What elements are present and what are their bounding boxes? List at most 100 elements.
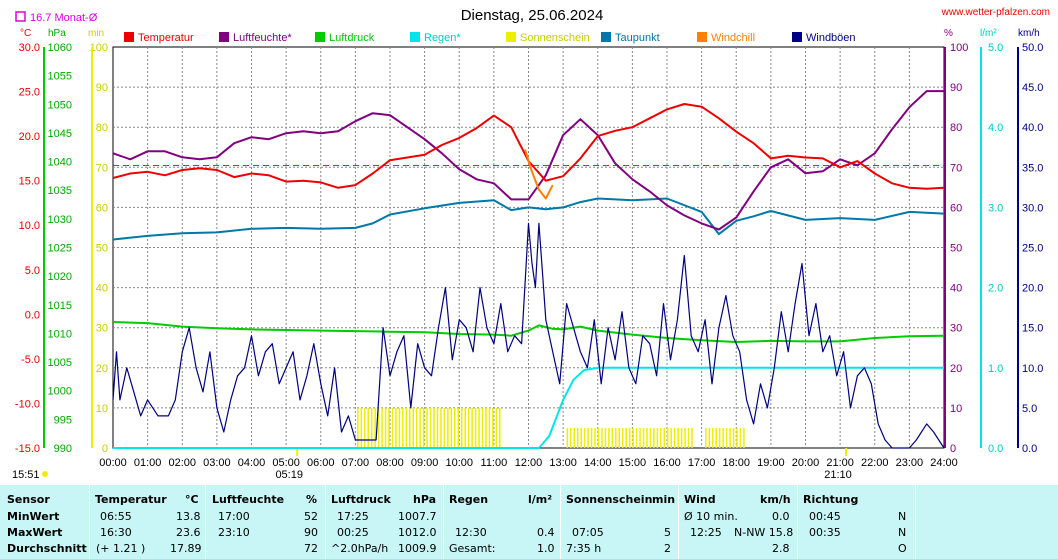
sunshine-bar <box>447 407 449 448</box>
sun-tick-label: 50 <box>96 243 108 255</box>
humidity-tick-label: 80 <box>950 122 962 134</box>
series-regen-line <box>113 366 944 449</box>
pressure-header: Luftdruck <box>331 493 391 506</box>
humidity-tick-label: 90 <box>950 82 962 94</box>
direction-avg-value: O <box>898 542 907 555</box>
sunshine-bar <box>481 407 484 448</box>
humidity-max-time: 23:10 <box>218 526 250 539</box>
sunshine-bar <box>684 427 686 448</box>
sunshine-bar <box>381 407 383 448</box>
legend-swatch <box>506 32 516 42</box>
sunshine-bar <box>653 427 655 448</box>
temp-trend: (+ 1.21 ) <box>96 542 146 555</box>
wind-tick-label: 50.0 <box>1022 42 1043 54</box>
humidity-min-time: 17:00 <box>218 510 250 523</box>
wind-day-avg: 2.8 <box>772 542 790 555</box>
humidity-min-value: 52 <box>304 510 318 523</box>
sunshine-bar <box>460 407 463 448</box>
sunshine-bar <box>405 407 408 448</box>
sunshine-bar <box>604 427 607 448</box>
sun-tick-label: 20 <box>96 363 108 375</box>
sunshine-bar <box>667 427 669 448</box>
table-divider <box>89 485 90 559</box>
direction-header: Richtung <box>803 493 859 506</box>
table-divider <box>678 485 679 559</box>
sun-tick-label: 30 <box>96 323 108 335</box>
legend-swatch <box>315 32 325 42</box>
rain-tick-label: 1.0 <box>988 363 1003 375</box>
legend-label: Luftfeuchte* <box>233 32 292 44</box>
legend-label: Regen* <box>424 32 461 44</box>
sunshine-bar <box>646 427 648 448</box>
sunshine-bar <box>422 407 425 448</box>
table-divider <box>443 485 444 559</box>
stats-table: Sensor MinWert MaxWert Durchschnitt Temp… <box>0 485 1058 559</box>
x-tick-label: 16:00 <box>653 457 681 469</box>
sunshine-bar <box>433 407 435 448</box>
x-tick-label: 08:00 <box>376 457 404 469</box>
sunshine-bar <box>495 407 498 448</box>
sunshine-bar <box>454 407 456 448</box>
sunshine-bar <box>608 427 610 448</box>
x-tick-label: 11:00 <box>481 457 508 469</box>
sunshine-bar <box>429 407 432 448</box>
sunshine-bar <box>743 427 745 448</box>
sunshine-bar <box>357 407 359 448</box>
rain-total-label: Gesamt: <box>449 542 496 555</box>
sunshine-bar <box>660 427 662 448</box>
wind-tick-label: 5.0 <box>1022 403 1037 415</box>
series-luftdruck-line <box>112 321 945 343</box>
humidity-tick-label: 100 <box>950 42 968 54</box>
sunshine-bar <box>443 407 446 448</box>
sunshine-bar <box>412 407 415 448</box>
sunshine-bar <box>732 427 735 448</box>
wind-tick-label: 25.0 <box>1022 243 1043 255</box>
pressure-trend: ^2.0hPa/h <box>331 542 389 555</box>
table-label-max: MaxWert <box>7 526 63 539</box>
sunshine-bar <box>618 427 621 448</box>
sun-tick-label: 0 <box>102 443 108 455</box>
sunshine-bar <box>374 407 376 448</box>
temp-tick-label: 15.0 <box>19 176 40 188</box>
pressure-tick-label: 990 <box>54 443 72 455</box>
sunshine-bar <box>590 427 593 448</box>
wind-max-time: 12:25 <box>690 526 722 539</box>
sunshine-bar <box>450 407 453 448</box>
x-tick-label: 04:00 <box>238 457 266 469</box>
rain-unit: l/m² <box>528 493 553 506</box>
rain-total-value: 1.0 <box>537 542 555 555</box>
x-tick-label: 07:00 <box>342 457 370 469</box>
x-tick-label: 05:00 <box>272 457 300 469</box>
temp-avg-value: 17.89 <box>170 542 202 555</box>
legend-label: Luftdruck <box>329 32 375 44</box>
wind-max-value: N-NW 15.8 <box>734 526 794 539</box>
humidity-max-value: 90 <box>304 526 318 539</box>
rain-tick-label: 5.0 <box>988 42 1003 54</box>
legend: Temperatur Luftfeuchte* Luftdruck Regen* Son… <box>124 32 856 44</box>
sun-tick-label: 10 <box>96 403 108 415</box>
pressure-max-value: 1012.0 <box>398 526 437 539</box>
temp-tick-label: 0.0 <box>25 309 40 321</box>
legend-label: Taupunkt <box>615 32 660 44</box>
sunshine-bar <box>673 427 676 448</box>
sun-time-label: 21:10 <box>824 469 852 481</box>
x-tick-label: 24:00 <box>930 457 958 469</box>
legend-swatch <box>792 32 802 42</box>
legend-swatch <box>219 32 229 42</box>
rain-max-time: 12:30 <box>455 526 487 539</box>
wind-tick-label: 0.0 <box>1022 443 1037 455</box>
site-link[interactable]: www.wetter-pfalzen.com <box>941 7 1050 18</box>
sunshine-header: Sonnenschein <box>566 493 653 506</box>
wind-unit: km/h <box>760 493 791 506</box>
rain-max-value: 0.4 <box>537 526 555 539</box>
sunshine-bar <box>687 427 690 448</box>
sunshine-bar <box>488 407 491 448</box>
sunshine-bar <box>677 427 679 448</box>
table-divider <box>205 485 206 559</box>
wind-tick-label: 35.0 <box>1022 162 1043 174</box>
humidity-tick-label: 60 <box>950 202 962 214</box>
sunshine-bar <box>402 407 404 448</box>
x-tick-label: 06:00 <box>307 457 335 469</box>
wind-tick-label: 15.0 <box>1022 323 1043 335</box>
temp-max-value: 23.6 <box>176 526 201 539</box>
